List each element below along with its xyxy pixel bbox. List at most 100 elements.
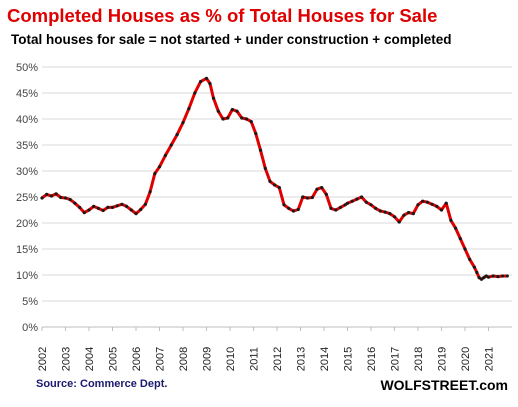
x-tick-label: 2018	[413, 347, 425, 371]
data-point	[315, 187, 319, 191]
x-tick-label: 2005	[108, 347, 120, 371]
data-point	[263, 166, 267, 170]
data-point	[411, 212, 415, 216]
data-point	[163, 153, 167, 157]
data-point	[110, 205, 115, 209]
data-point	[268, 179, 272, 183]
data-point	[435, 204, 439, 208]
data-point	[444, 201, 448, 205]
data-point	[324, 192, 328, 196]
data-point	[244, 117, 249, 121]
data-point	[407, 211, 411, 215]
y-tick-label: 10%	[16, 270, 38, 282]
y-tick-label: 30%	[16, 166, 38, 178]
data-point	[416, 203, 420, 207]
data-point	[320, 186, 324, 190]
data-point	[181, 121, 185, 125]
data-point	[277, 186, 281, 190]
brand-logo-text: WOLFSTREET.com	[380, 377, 508, 393]
data-point	[475, 270, 479, 274]
x-tick-label: 2013	[296, 347, 308, 371]
gridlines	[41, 66, 512, 331]
data-point	[49, 194, 54, 198]
data-point	[115, 204, 119, 208]
data-point	[383, 210, 387, 214]
data-point	[369, 203, 373, 207]
data-point	[199, 80, 203, 84]
data-point	[157, 165, 162, 169]
data-point	[421, 199, 425, 203]
data-point	[221, 117, 225, 121]
data-point	[479, 277, 484, 281]
data-point	[468, 257, 472, 261]
x-tick-label: 2006	[131, 347, 143, 371]
data-point	[254, 132, 258, 136]
data-point	[482, 276, 486, 280]
data-point	[249, 120, 253, 124]
data-point	[287, 206, 291, 210]
data-point	[425, 200, 429, 204]
x-tick-label: 2021	[484, 347, 496, 371]
x-tick-label: 2008	[178, 347, 190, 371]
data-point	[472, 265, 476, 269]
y-tick-label: 35%	[16, 140, 38, 152]
chart-subtitle: Total houses for sale = not started + un…	[11, 32, 452, 47]
x-tick-label: 2016	[366, 347, 378, 371]
data-point	[458, 237, 462, 241]
data-point	[273, 183, 277, 187]
data-point	[175, 133, 179, 137]
data-point	[329, 206, 333, 210]
data-point	[96, 206, 100, 210]
x-tick-label: 2009	[202, 347, 214, 371]
data-point	[143, 202, 147, 206]
data-point	[125, 204, 129, 208]
chart-title: Completed Houses as % of Total Houses fo…	[7, 5, 438, 26]
data-point	[505, 274, 509, 278]
data-point	[204, 76, 209, 80]
data-point	[106, 205, 110, 209]
x-tick-label: 2003	[61, 347, 73, 371]
data-point	[463, 247, 467, 251]
data-point	[148, 190, 152, 194]
data-point	[454, 226, 458, 230]
x-tick-label: 2014	[319, 347, 331, 371]
data-point	[139, 207, 143, 212]
y-tick-label: 5%	[22, 296, 38, 308]
data-point	[134, 212, 138, 216]
data-point	[301, 195, 305, 199]
y-tick-label: 40%	[16, 114, 38, 126]
data-point	[397, 220, 401, 224]
data-point	[338, 205, 343, 209]
data-point	[59, 195, 63, 200]
data-point	[350, 199, 354, 203]
data-point	[68, 198, 72, 202]
data-point	[305, 196, 310, 200]
data-point	[378, 209, 382, 213]
data-point	[343, 203, 347, 207]
data-point	[296, 207, 300, 212]
data-point	[355, 197, 359, 201]
data-point	[45, 192, 49, 196]
data-point	[235, 109, 239, 113]
data-point	[491, 274, 495, 278]
data-point	[364, 200, 368, 204]
x-tick-label: 2007	[155, 347, 167, 371]
data-point	[226, 116, 230, 120]
data-point	[360, 195, 364, 199]
data-point	[187, 107, 191, 111]
y-tick-label: 0%	[22, 322, 38, 334]
data-point	[430, 202, 434, 206]
data-point	[496, 275, 500, 279]
data-point	[486, 275, 491, 279]
data-point	[129, 208, 133, 212]
data-point	[153, 172, 157, 176]
data-point	[402, 213, 406, 217]
data-point	[193, 91, 197, 95]
y-tick-label: 20%	[16, 218, 38, 230]
data-point	[54, 192, 58, 196]
data-point	[211, 96, 216, 100]
x-axis-tick-labels: 2002 2003 2004 2005 2006 2007 2008 2009 2010 2011…	[37, 347, 496, 371]
x-tick-label: 2010	[225, 347, 237, 371]
data-point	[258, 148, 263, 152]
